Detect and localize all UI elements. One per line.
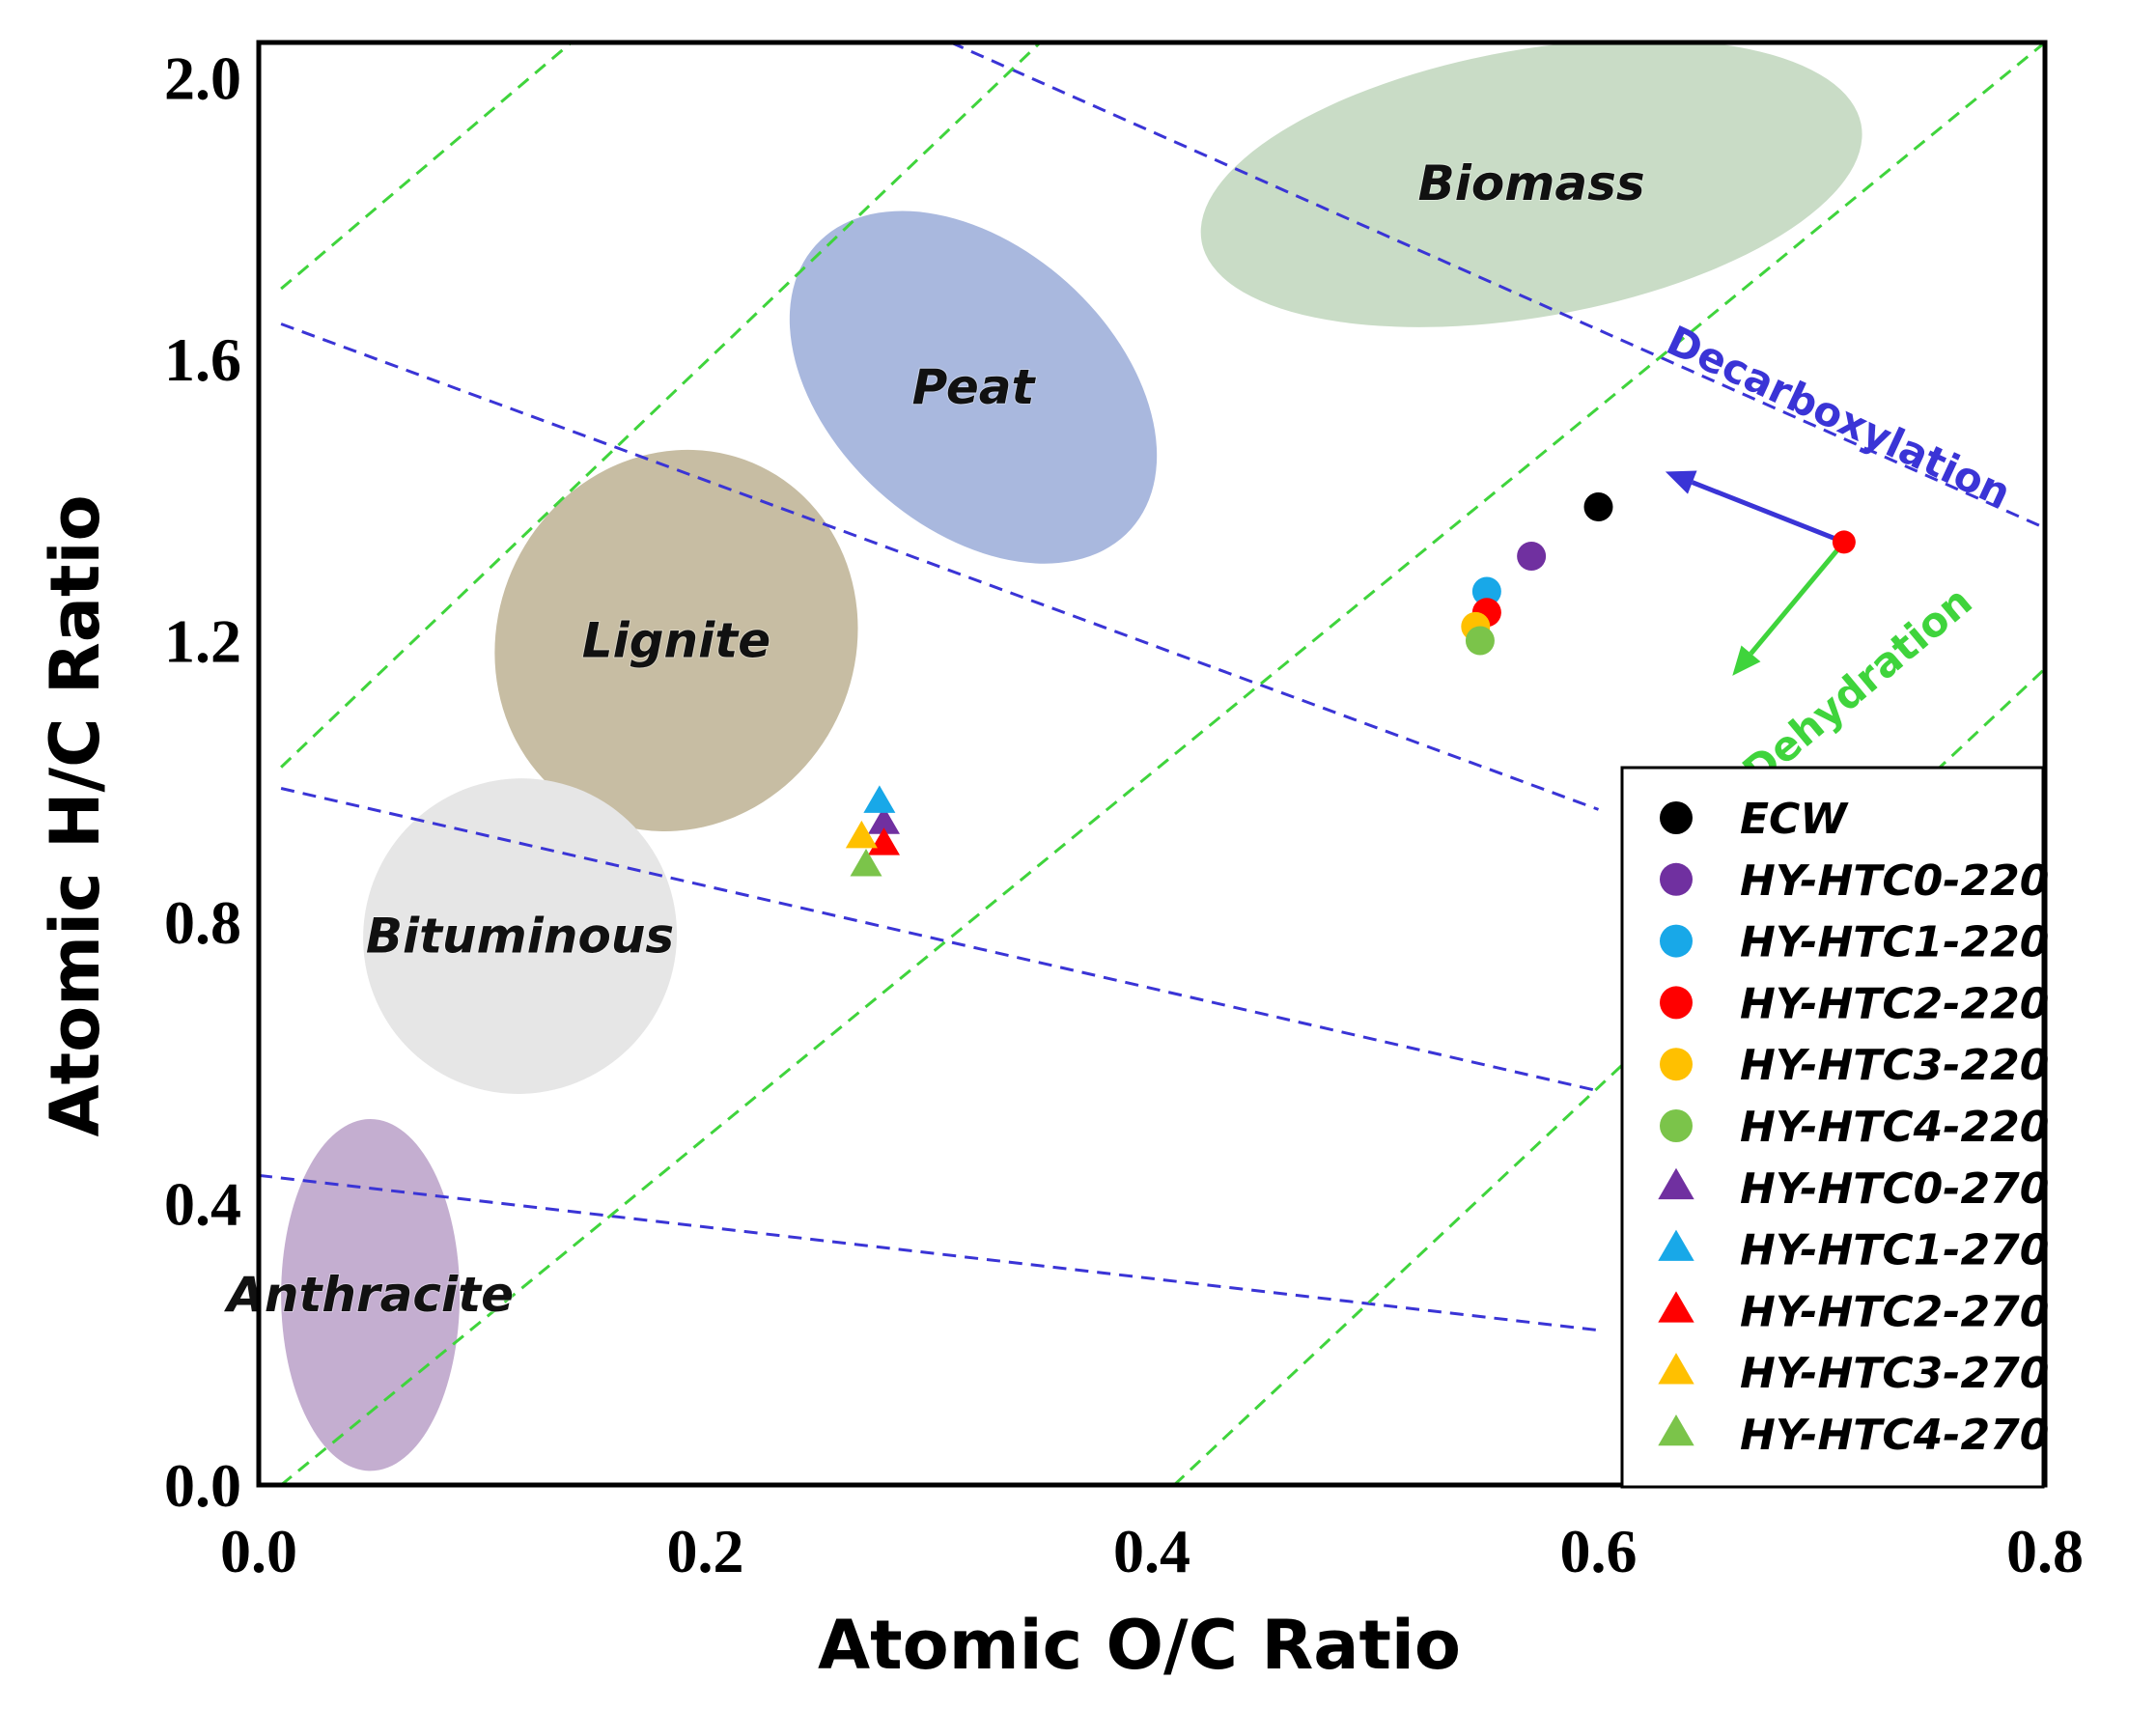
region-label-lignite: Lignite: [582, 612, 770, 668]
point-hy-htc3-270: [845, 820, 878, 849]
arrow-origin-dot: [1832, 530, 1856, 554]
region-label-peat: Peat: [912, 359, 1037, 415]
legend-label: HY-HTC3-270: [1740, 1349, 2049, 1398]
legend-marker-hy-htc1-270: [1658, 1229, 1694, 1261]
legend-label: HY-HTC0-270: [1740, 1164, 2049, 1214]
point-hy-htc4-270: [850, 849, 882, 877]
dehydration-arrow-head: [1732, 645, 1761, 676]
legend: ECW HY-HTC0-220 HY-HTC1-220 HY-HTC2-220 HY-H…: [1620, 766, 2049, 1489]
region-anthracite: [281, 1119, 461, 1471]
dehydration-reference-line-3: [280, 42, 2045, 1485]
decarboxylation-reference-line-1: [259, 1173, 1599, 1332]
legend-label: HY-HTC3-220: [1740, 1041, 2049, 1090]
legend-label: HY-HTC0-220: [1740, 856, 2049, 906]
y-tick-label: 2.0: [164, 43, 241, 112]
dehydration-reference-line-2: [280, 42, 1042, 769]
x-axis-label: Atomic O/C Ratio: [818, 1606, 1461, 1685]
legend-marker-hy-htc0-220: [1660, 862, 1693, 896]
point-hy-htc0-270: [868, 806, 900, 834]
legend-marker-ecw: [1660, 801, 1693, 834]
region-label-bituminous: Bituminous: [366, 909, 674, 965]
legend-marker-hy-htc2-270: [1658, 1291, 1694, 1323]
dehydration-reference-line-1: [280, 42, 573, 291]
point-hy-htc1-220: [1471, 576, 1501, 606]
legend-marker-hy-htc3-270: [1658, 1353, 1694, 1385]
x-tick-label: 0.6: [1560, 1517, 1638, 1585]
point-hy-htc0-220: [1517, 542, 1547, 572]
legend-label: HY-HTC1-220: [1740, 918, 2049, 967]
point-hy-htc4-220: [1465, 626, 1495, 656]
region-peat: [789, 210, 1158, 564]
legend-marker-hy-htc3-220: [1660, 1048, 1693, 1081]
x-tick-label: 0.0: [220, 1517, 297, 1585]
point-hy-htc2-270: [868, 827, 900, 855]
region-lignite: [494, 449, 858, 832]
y-tick-label: 1.6: [164, 325, 241, 394]
y-axis-label: Atomic H/C Ratio: [36, 494, 115, 1136]
decarboxylation-arrow-label: Decarboxylation: [1660, 317, 2018, 518]
point-hy-htc1-270: [863, 785, 896, 813]
legend-marker-hy-htc4-220: [1660, 1109, 1693, 1142]
x-tick-label: 0.8: [2006, 1517, 2084, 1585]
legend-label: HY-HTC2-220: [1740, 979, 2049, 1028]
legend-label: HY-HTC4-270: [1740, 1411, 2049, 1460]
decarboxylation-arrow-head: [1665, 470, 1697, 494]
decarboxylation-arrow-shaft: [1691, 480, 1845, 545]
legend-label: HY-HTC4-220: [1740, 1103, 2049, 1152]
legend-label: ECW: [1740, 795, 1849, 844]
plot-frame: [256, 40, 2048, 1488]
y-tick-label: 1.2: [164, 606, 241, 675]
region-bituminous: [363, 778, 678, 1094]
region-label-anthracite: Anthracite: [223, 1267, 514, 1323]
x-tick-label: 0.2: [667, 1517, 744, 1585]
decarboxylation-reference-line-3: [280, 322, 1600, 811]
y-tick-label: 0.8: [164, 888, 241, 957]
legend-label: HY-HTC1-270: [1740, 1226, 2049, 1275]
legend-marker-hy-htc4-270: [1658, 1414, 1694, 1446]
legend-marker-hy-htc2-220: [1660, 986, 1693, 1020]
dehydration-arrow-shaft: [1749, 540, 1846, 656]
region-biomass: [1200, 42, 1862, 327]
y-tick-label: 0.0: [164, 1451, 241, 1520]
point-ecw: [1583, 491, 1613, 521]
decarboxylation-reference-line-2: [280, 787, 1599, 1093]
y-tick-label: 0.4: [164, 1169, 241, 1238]
legend-marker-hy-htc1-220: [1660, 924, 1693, 958]
region-label-biomass: Biomass: [1418, 155, 1645, 211]
x-tick-label: 0.4: [1113, 1517, 1190, 1585]
legend-marker-hy-htc0-270: [1658, 1167, 1694, 1200]
legend-label: HY-HTC2-270: [1740, 1287, 2049, 1336]
